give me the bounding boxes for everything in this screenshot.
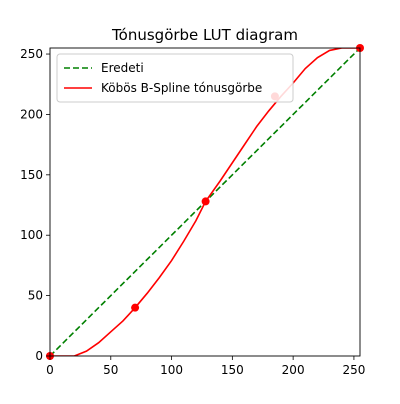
y-tick-label: 200 (20, 107, 43, 121)
y-tick-label: 0 (35, 349, 43, 363)
axes-frame (49, 47, 361, 357)
y-tick-label: 250 (20, 47, 43, 61)
x-tick-label: 100 (160, 363, 183, 377)
control-point (201, 197, 210, 206)
x-tick-label: 150 (221, 363, 244, 377)
x-tick-label: 50 (103, 363, 118, 377)
chart-title: Tónusgörbe LUT diagram (111, 26, 298, 44)
axes: 0 50 100 150 200 250 0 50 100 150 200 250 (20, 47, 365, 377)
x-tick-label: 0 (46, 363, 54, 377)
y-tick-label: 100 (20, 228, 43, 242)
legend-label: Eredeti (101, 61, 144, 75)
legend: Eredeti Köbös B-Spline tónusgörbe (56, 53, 294, 103)
legend-box (56, 53, 294, 103)
y-tick-label: 50 (28, 289, 43, 303)
legend-label: Köbös B-Spline tónusgörbe (101, 81, 262, 95)
control-point (131, 303, 140, 312)
x-tick-label: 200 (282, 363, 305, 377)
y-tick-label: 150 (20, 168, 43, 182)
x-tick-label: 250 (342, 363, 365, 377)
